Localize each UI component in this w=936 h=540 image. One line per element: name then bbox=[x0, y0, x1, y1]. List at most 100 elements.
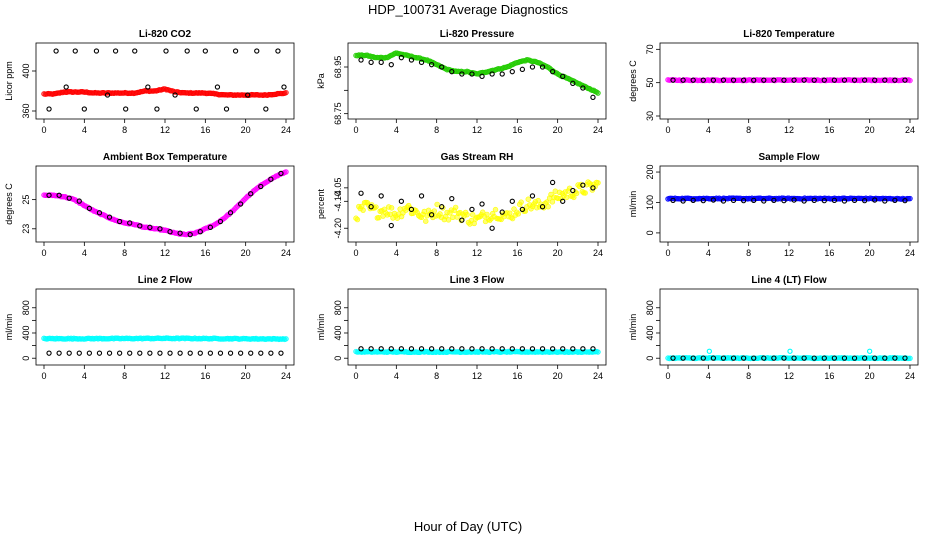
data-point bbox=[690, 77, 696, 83]
data-point bbox=[670, 77, 676, 83]
x-tick-label: 16 bbox=[824, 248, 834, 258]
data-point bbox=[227, 350, 234, 356]
data-point bbox=[710, 197, 717, 203]
data-point bbox=[268, 350, 274, 356]
x-tick-label: 4 bbox=[394, 248, 399, 258]
x-tick-label: 4 bbox=[394, 371, 399, 381]
x-tick-label: 20 bbox=[865, 125, 875, 135]
data-point bbox=[801, 355, 807, 361]
data-point bbox=[499, 346, 505, 352]
x-tick-label: 16 bbox=[512, 125, 522, 135]
data-point bbox=[907, 77, 913, 84]
data-point bbox=[373, 204, 379, 210]
data-point bbox=[872, 77, 878, 83]
plot-area bbox=[665, 195, 913, 204]
y-axis-label: degrees C bbox=[4, 183, 14, 225]
data-point bbox=[680, 355, 686, 361]
data-point bbox=[263, 106, 269, 112]
x-tick-label: 24 bbox=[905, 371, 915, 381]
panel-title: Gas Stream RH bbox=[441, 152, 514, 163]
data-point bbox=[388, 205, 395, 211]
x-tick-label: 16 bbox=[200, 248, 210, 258]
y-tick-label: 400 bbox=[21, 325, 31, 340]
data-point bbox=[751, 355, 757, 361]
data-point bbox=[539, 346, 546, 352]
x-tick-label: 12 bbox=[472, 248, 482, 258]
data-point bbox=[811, 197, 817, 203]
x-tick-label: 12 bbox=[784, 125, 794, 135]
y-tick-label: 200 bbox=[645, 165, 655, 180]
data-point bbox=[245, 92, 251, 98]
data-point bbox=[408, 206, 415, 213]
plot-area bbox=[353, 50, 601, 100]
data-point bbox=[882, 355, 888, 361]
data-point bbox=[515, 211, 521, 217]
x-tick-label: 4 bbox=[706, 125, 711, 135]
x-tick-label: 24 bbox=[905, 125, 915, 135]
data-point bbox=[549, 346, 556, 352]
data-point bbox=[801, 77, 807, 83]
data-point bbox=[670, 197, 676, 203]
x-tick-label: 20 bbox=[865, 371, 875, 381]
data-point bbox=[479, 73, 485, 79]
data-point bbox=[358, 57, 364, 63]
data-point bbox=[590, 185, 596, 191]
data-point bbox=[418, 346, 425, 352]
panel-0: Li-820 CO2 0 4 8 12 16 20 24 360 400 Licor ppm bbox=[4, 29, 295, 135]
y-axis-label: percent bbox=[316, 188, 326, 219]
panel-3: Ambient Box Temperature 0 4 8 12 16 20 24 23 25 de… bbox=[4, 152, 295, 258]
data-point bbox=[358, 190, 364, 196]
data-point bbox=[867, 348, 873, 354]
data-point bbox=[781, 77, 787, 83]
series-secondary bbox=[670, 77, 908, 83]
data-point bbox=[163, 48, 169, 54]
x-tick-label: 8 bbox=[746, 371, 751, 381]
data-point bbox=[431, 208, 437, 214]
y-tick-label: 100 bbox=[645, 195, 655, 210]
data-point bbox=[469, 71, 475, 77]
data-point bbox=[283, 336, 289, 342]
x-tick-label: 0 bbox=[353, 248, 358, 258]
x-tick-label: 8 bbox=[122, 125, 127, 135]
data-point bbox=[66, 195, 72, 201]
data-point bbox=[46, 106, 52, 112]
data-point bbox=[710, 77, 717, 83]
data-point bbox=[509, 69, 515, 75]
data-point bbox=[720, 198, 727, 204]
data-point bbox=[388, 222, 394, 229]
data-point bbox=[841, 77, 848, 83]
data-point bbox=[882, 77, 888, 83]
data-point bbox=[479, 346, 485, 352]
data-point bbox=[378, 193, 384, 199]
data-point bbox=[46, 350, 52, 356]
data-point bbox=[545, 204, 551, 210]
data-point bbox=[197, 229, 203, 235]
data-point bbox=[167, 229, 173, 235]
data-point bbox=[570, 346, 576, 352]
series-primary bbox=[353, 50, 601, 96]
series-secondary bbox=[358, 346, 596, 352]
data-point bbox=[76, 198, 82, 204]
data-point bbox=[147, 350, 153, 356]
data-point bbox=[63, 84, 69, 90]
data-point bbox=[595, 349, 601, 355]
data-point bbox=[560, 198, 566, 204]
data-point bbox=[484, 211, 490, 218]
data-point bbox=[378, 59, 384, 65]
data-point bbox=[831, 355, 838, 361]
data-point bbox=[193, 106, 199, 112]
data-point bbox=[811, 77, 817, 83]
data-point bbox=[470, 212, 476, 218]
data-point bbox=[428, 346, 435, 352]
data-point bbox=[595, 90, 601, 96]
data-point bbox=[670, 355, 676, 361]
data-point bbox=[439, 64, 445, 70]
x-tick-label: 0 bbox=[41, 248, 46, 258]
data-point bbox=[439, 204, 445, 210]
data-point bbox=[791, 197, 797, 203]
y-tick-label: 400 bbox=[645, 325, 655, 340]
data-point bbox=[590, 346, 596, 352]
x-tick-label: 0 bbox=[41, 125, 46, 135]
data-point bbox=[492, 206, 499, 213]
